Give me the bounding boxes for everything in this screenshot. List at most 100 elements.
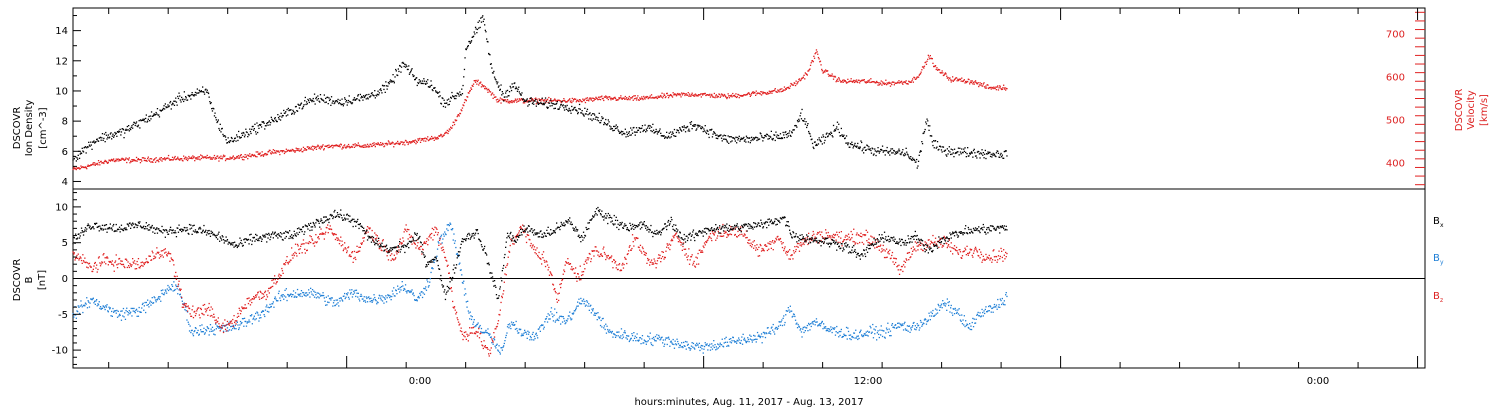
density-point xyxy=(467,45,469,48)
by-point xyxy=(200,329,202,331)
density-point xyxy=(249,128,251,130)
density-point xyxy=(764,134,767,137)
bz-point xyxy=(313,245,316,247)
by-point xyxy=(874,329,876,331)
density-point xyxy=(188,95,190,97)
by-point xyxy=(942,300,944,302)
velocity-point xyxy=(261,151,263,153)
velocity-point xyxy=(379,144,381,146)
velocity-point xyxy=(861,79,863,81)
density-point xyxy=(712,133,714,135)
bz-point xyxy=(166,255,168,257)
velocity-point xyxy=(883,83,886,85)
velocity-point xyxy=(222,156,224,158)
density-point xyxy=(321,98,323,100)
density-point xyxy=(756,139,758,142)
velocity-point xyxy=(690,95,692,97)
density-point xyxy=(851,144,854,146)
velocity-point xyxy=(132,160,134,162)
by-point xyxy=(950,307,952,309)
density-point xyxy=(982,152,984,154)
by-point xyxy=(808,324,810,326)
by-point xyxy=(956,311,958,313)
density-point xyxy=(569,109,571,111)
bz-point xyxy=(427,239,430,241)
velocity-point xyxy=(433,139,435,141)
density-point xyxy=(154,114,156,116)
density-point xyxy=(119,128,121,131)
density-point xyxy=(891,152,893,154)
bz-point xyxy=(427,244,429,246)
velocity-point xyxy=(507,102,509,104)
density-point xyxy=(853,145,855,147)
by-point xyxy=(670,340,672,342)
density-point xyxy=(126,129,128,131)
density-point xyxy=(600,119,602,122)
by-point xyxy=(524,331,526,333)
velocity-point xyxy=(833,76,835,78)
by-point xyxy=(945,303,947,305)
by-point xyxy=(757,335,759,337)
density-point xyxy=(250,132,252,135)
velocity-point xyxy=(647,96,649,98)
velocity-point xyxy=(771,92,773,94)
by-point xyxy=(198,334,200,336)
by-point xyxy=(378,297,380,299)
density-point xyxy=(594,118,596,120)
by-point xyxy=(745,341,747,343)
density-point xyxy=(804,118,806,120)
by-point xyxy=(160,300,162,302)
by-point xyxy=(470,318,473,321)
by-point xyxy=(396,293,398,295)
by-point xyxy=(465,301,467,303)
by-point xyxy=(874,333,876,335)
density-point xyxy=(984,153,986,155)
bz-point xyxy=(231,322,233,325)
velocity-point xyxy=(673,93,676,95)
bz-point xyxy=(441,249,443,252)
density-point xyxy=(921,141,923,143)
bz-point xyxy=(261,292,263,295)
density-point xyxy=(844,137,846,139)
by-point xyxy=(240,322,242,325)
bz-point xyxy=(308,241,310,243)
density-point xyxy=(83,147,85,149)
bz-point xyxy=(101,262,104,264)
by-point xyxy=(851,335,854,338)
density-point xyxy=(136,125,138,127)
by-point xyxy=(849,334,852,336)
bz-point xyxy=(82,260,85,262)
bz-point xyxy=(148,255,150,257)
density-point xyxy=(662,135,664,137)
by-point xyxy=(414,299,416,301)
velocity-point xyxy=(554,98,556,100)
velocity-point xyxy=(278,151,280,153)
velocity-point xyxy=(435,138,437,140)
velocity-point xyxy=(362,145,364,147)
by-point xyxy=(889,330,892,332)
density-point xyxy=(851,141,853,143)
velocity-point xyxy=(116,160,118,162)
bz-point xyxy=(119,262,121,265)
density-point xyxy=(703,130,706,132)
bz-point xyxy=(415,247,417,249)
density-point xyxy=(699,125,701,127)
by-point xyxy=(881,335,884,338)
bz-point xyxy=(494,328,496,330)
density-point xyxy=(304,100,306,102)
velocity-point xyxy=(357,145,359,147)
by-point xyxy=(777,327,779,329)
by-point xyxy=(376,301,378,303)
velocity-point xyxy=(798,78,801,80)
by-point xyxy=(118,313,121,315)
density-point xyxy=(728,136,731,138)
velocity-tick-label: 400 xyxy=(1386,159,1405,170)
bz-point xyxy=(247,297,249,300)
velocity-point xyxy=(567,99,570,102)
velocity-point xyxy=(356,144,358,146)
by-point xyxy=(451,229,453,231)
velocity-point xyxy=(787,86,789,88)
density-point xyxy=(644,124,646,126)
velocity-point xyxy=(952,80,954,82)
by-point xyxy=(890,335,892,337)
